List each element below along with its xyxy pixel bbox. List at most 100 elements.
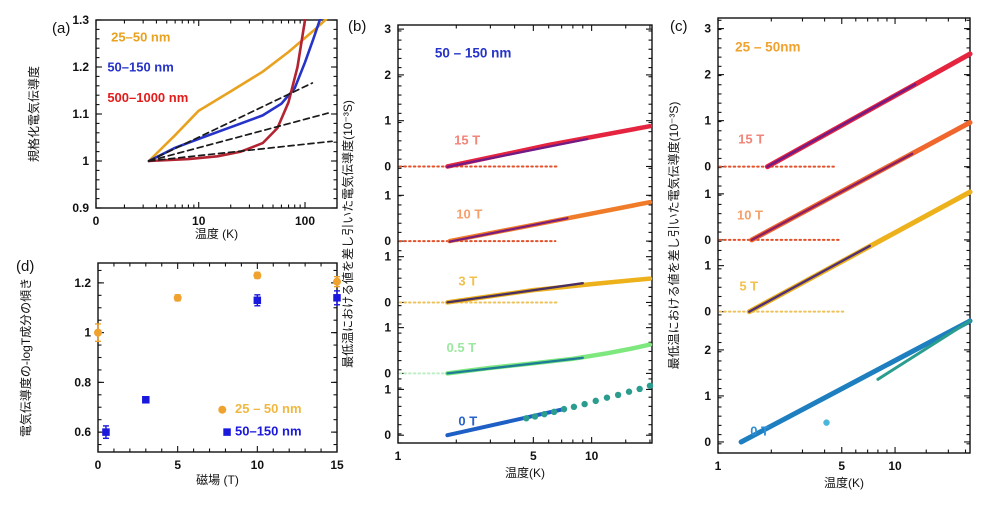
- x-tick-label: 10: [888, 459, 902, 473]
- x-tick-label: 1: [715, 459, 722, 473]
- panel-c-chart: 1 5 1001201010123温度(K)最低温における値を差し引いた電気伝導度(…: [666, 17, 973, 490]
- slope-25-50nm: [94, 328, 102, 337]
- dots-0T: [531, 413, 539, 420]
- label-10T: 10 T: [456, 206, 482, 221]
- panel-b: 1 5 10 0 1 0 1 0 1 0 1 0 1 2 3 温度(K) 最低温における値を差し引いた電気伝導度…: [330, 0, 660, 509]
- x-tick-label: 1: [395, 449, 402, 463]
- dots-0T: [581, 400, 588, 408]
- series-group: [718, 51, 973, 445]
- legend-50-150nm: 50–150 nm: [107, 59, 174, 74]
- y-tick-label: 1: [84, 326, 91, 340]
- y-axis-label: 最低温における値を差し引いた電気伝導度(10⁻³S): [666, 102, 681, 370]
- dots-0T: [570, 403, 578, 411]
- y-tick-label: 0: [704, 233, 711, 247]
- y-axis-label: 規格化電気伝導度: [26, 66, 41, 162]
- legend-25-50nm: 25 – 50 nm: [235, 401, 302, 416]
- series-group: [147, 19, 333, 163]
- y-tick-label: 0.8: [74, 375, 91, 389]
- dots-0T: [636, 385, 643, 393]
- series-group: [94, 271, 341, 440]
- y-tick-label: 0: [384, 428, 391, 442]
- logT-fit-50-150nm: [148, 112, 329, 162]
- y-tick-label: 2: [704, 68, 711, 82]
- panel-d-chart: 0 5 10 15 0.6 0.8 1 1.2 磁場 (T) 電気伝導度の-logT成分の傾き 25…: [18, 262, 344, 487]
- panel-a: 0 10 100 0.9 1 1.1 1.2 1.3 温度 (K) 規格化電気伝導度 25–50 n…: [0, 0, 370, 250]
- y-tick-label: 0: [704, 435, 711, 449]
- y-axis-label: 最低温における値を差し引いた電気伝導度(10⁻³S): [340, 100, 355, 368]
- y-tick-label: 1.2: [74, 276, 91, 290]
- fit-15T: [446, 137, 589, 169]
- dots-0T: [614, 391, 622, 399]
- fit-0.5T: [446, 356, 584, 375]
- y-tick-label: 0: [704, 160, 711, 174]
- x-axis-label: 磁場 (T): [196, 472, 239, 487]
- slope-25-50nm: [173, 293, 182, 302]
- label-0T: 0 T: [750, 423, 769, 438]
- panel-d-letter: (d): [16, 258, 35, 275]
- x-tick-label: 5: [838, 459, 845, 473]
- y-tick-label: 0: [384, 234, 391, 248]
- x-tick-label: 10: [251, 458, 265, 472]
- x-tick-label: 15: [330, 458, 344, 472]
- y-axis-label: 電気伝導度の-logT成分の傾き: [18, 278, 33, 437]
- panel-title: 25 – 50nm: [735, 39, 800, 54]
- x-tick-label: 5: [530, 449, 537, 463]
- legend-500-1000nm: 500–1000 nm: [107, 90, 188, 105]
- slope-25-50nm: [253, 271, 262, 280]
- y-tick-label: 1: [384, 321, 391, 335]
- dots-0T: [592, 397, 599, 405]
- y-tick-label: 1: [384, 382, 391, 396]
- panel-a-letter: (a): [52, 20, 71, 37]
- panel-b-chart: 1 5 10010101010123温度(K)最低温における値を差し引いた電気伝導度…: [340, 22, 654, 480]
- y-tick-label: 1.1: [72, 107, 89, 121]
- y-tick-label: 0: [384, 366, 391, 380]
- panel-d: 0 5 10 15 0.6 0.8 1 1.2 磁場 (T) 電気伝導度の-logT成分の傾き 25…: [0, 250, 370, 509]
- fit-10T: [448, 217, 569, 243]
- panel-c: 1 5 10 0 1 2 0 1 0 1 0 1 2 3 温度(K) 最低温における値を差し引いた電気伝導度(…: [655, 0, 988, 509]
- fit-15T: [766, 83, 917, 168]
- y-tick-label: 1.2: [72, 60, 89, 74]
- dots-0T: [541, 410, 548, 418]
- x-tick-label: 0: [95, 458, 102, 472]
- x-axis-label: 温度(K): [824, 475, 864, 490]
- y-tick-label: 0: [704, 305, 711, 319]
- panel-a-chart: 0 10 100 0.9 1 1.1 1.2 1.3 温度 (K) 規格化電気伝導度 25–50 n…: [26, 13, 338, 241]
- y-tick-label: 3: [704, 22, 711, 36]
- dots-0T: [550, 408, 558, 416]
- slope-50-150nm: [333, 294, 341, 302]
- label-3T: 3 T: [458, 273, 477, 288]
- dots-0T: [560, 405, 568, 413]
- x-tick-label: 100: [295, 214, 315, 228]
- x-axis-label: 温度(K): [505, 465, 545, 480]
- x-tick-label: 10: [192, 214, 206, 228]
- slope-50-150nm: [102, 428, 110, 436]
- y-tick-label: 1: [384, 188, 391, 202]
- overlay-0T: [876, 319, 972, 381]
- slope-25-50nm: [333, 277, 341, 286]
- y-tick-label: 0: [384, 159, 391, 173]
- dots-0T: [646, 382, 654, 389]
- y-tick-label: 2: [384, 68, 391, 82]
- fit-10T: [750, 152, 914, 242]
- y-tick-label: 0: [384, 295, 391, 309]
- legend-25-50nm: 25–50 nm: [111, 29, 170, 44]
- y-tick-label: 3: [384, 22, 391, 36]
- label-10T: 10 T: [737, 207, 763, 222]
- label-15T: 15 T: [454, 132, 480, 147]
- label-15T: 15 T: [738, 131, 764, 146]
- dots-0T: [625, 388, 633, 395]
- x-tick-label: 10: [585, 449, 599, 463]
- label-0.5T: 0.5 T: [446, 340, 476, 355]
- dots-0T: [603, 394, 611, 401]
- x-tick-label: 0: [93, 214, 100, 228]
- label-0T: 0 T: [458, 413, 477, 428]
- y-tick-label: 0.6: [74, 425, 91, 439]
- fit-3T: [446, 282, 584, 304]
- dots-0T: [523, 415, 530, 422]
- y-tick-label: 1: [704, 187, 711, 201]
- panel-c-letter: (c): [670, 18, 688, 35]
- stray-dot-0T: [823, 419, 830, 426]
- logT-fit-500-1000nm: [148, 140, 333, 162]
- y-tick-label: 0.9: [72, 201, 89, 215]
